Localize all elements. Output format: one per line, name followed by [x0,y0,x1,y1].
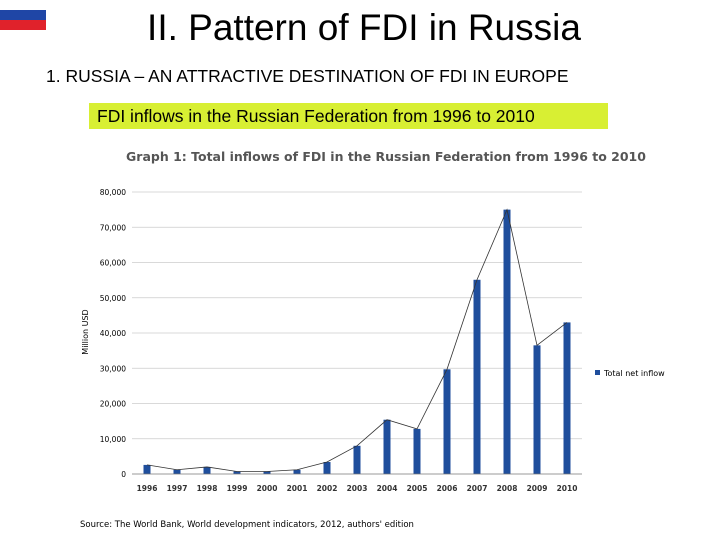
x-tick-label: 2007 [467,484,488,493]
bar-2010 [563,322,571,474]
flag-stripe-white [0,0,46,10]
flag-stripe-red [0,20,46,30]
x-tick-label: 2003 [347,484,368,493]
bar-1996 [143,464,151,474]
source-note: Source: The World Bank, World developmen… [80,520,414,530]
x-tick-label: 2009 [527,484,548,493]
y-tick-label: 50,000 [100,294,126,303]
flag-stripe-blue [0,10,46,20]
x-tick-label: 2001 [287,484,308,493]
bar-2006 [443,369,451,474]
bar-2002 [323,462,331,474]
bar-1999 [233,471,241,474]
x-tick-label: 2000 [257,484,278,493]
bar-2008 [503,209,511,474]
y-tick-label: 60,000 [100,259,126,268]
trend-line [146,208,568,472]
bar-2001 [293,469,301,474]
legend-label: Total net inflow [603,369,665,378]
bar-1998 [203,466,211,474]
y-axis-label: Million USD [81,309,90,354]
slide-subtitle: 1. RUSSIA – AN ATTRACTIVE DESTINATION OF… [46,66,569,86]
x-tick-label: 1996 [137,484,158,493]
bar-2000 [263,471,271,474]
x-tick-label: 1999 [227,484,248,493]
y-tick-label: 20,000 [100,400,126,409]
x-tick-label: 2006 [437,484,458,493]
highlight-caption: FDI inflows in the Russian Federation fr… [89,103,608,129]
y-tick-label: 10,000 [100,435,126,444]
slide-title: II. Pattern of FDI in Russia [147,7,581,48]
bar-2007 [473,279,481,474]
y-tick-label: 40,000 [100,329,126,338]
x-tick-label: 2004 [377,484,398,493]
y-tick-label: 80,000 [100,188,126,197]
x-tick-label: 2005 [407,484,428,493]
bar-2009 [533,345,541,474]
bar-2005 [413,428,421,474]
y-tick-label: 30,000 [100,364,126,373]
x-tick-label: 2010 [557,484,578,493]
bar-2003 [353,445,361,474]
x-tick-label: 1997 [167,484,188,493]
x-tick-label: 2008 [497,484,518,493]
bar-2004 [383,419,391,474]
y-tick-label: 70,000 [100,223,126,232]
chart-title: Graph 1: Total inflows of FDI in the Rus… [126,149,646,164]
legend-swatch [595,370,600,375]
russian-flag-icon [0,0,46,30]
y-tick-label: 0 [121,470,126,479]
bar-1997 [173,469,181,474]
x-tick-label: 2002 [317,484,338,493]
x-tick-label: 1998 [197,484,218,493]
